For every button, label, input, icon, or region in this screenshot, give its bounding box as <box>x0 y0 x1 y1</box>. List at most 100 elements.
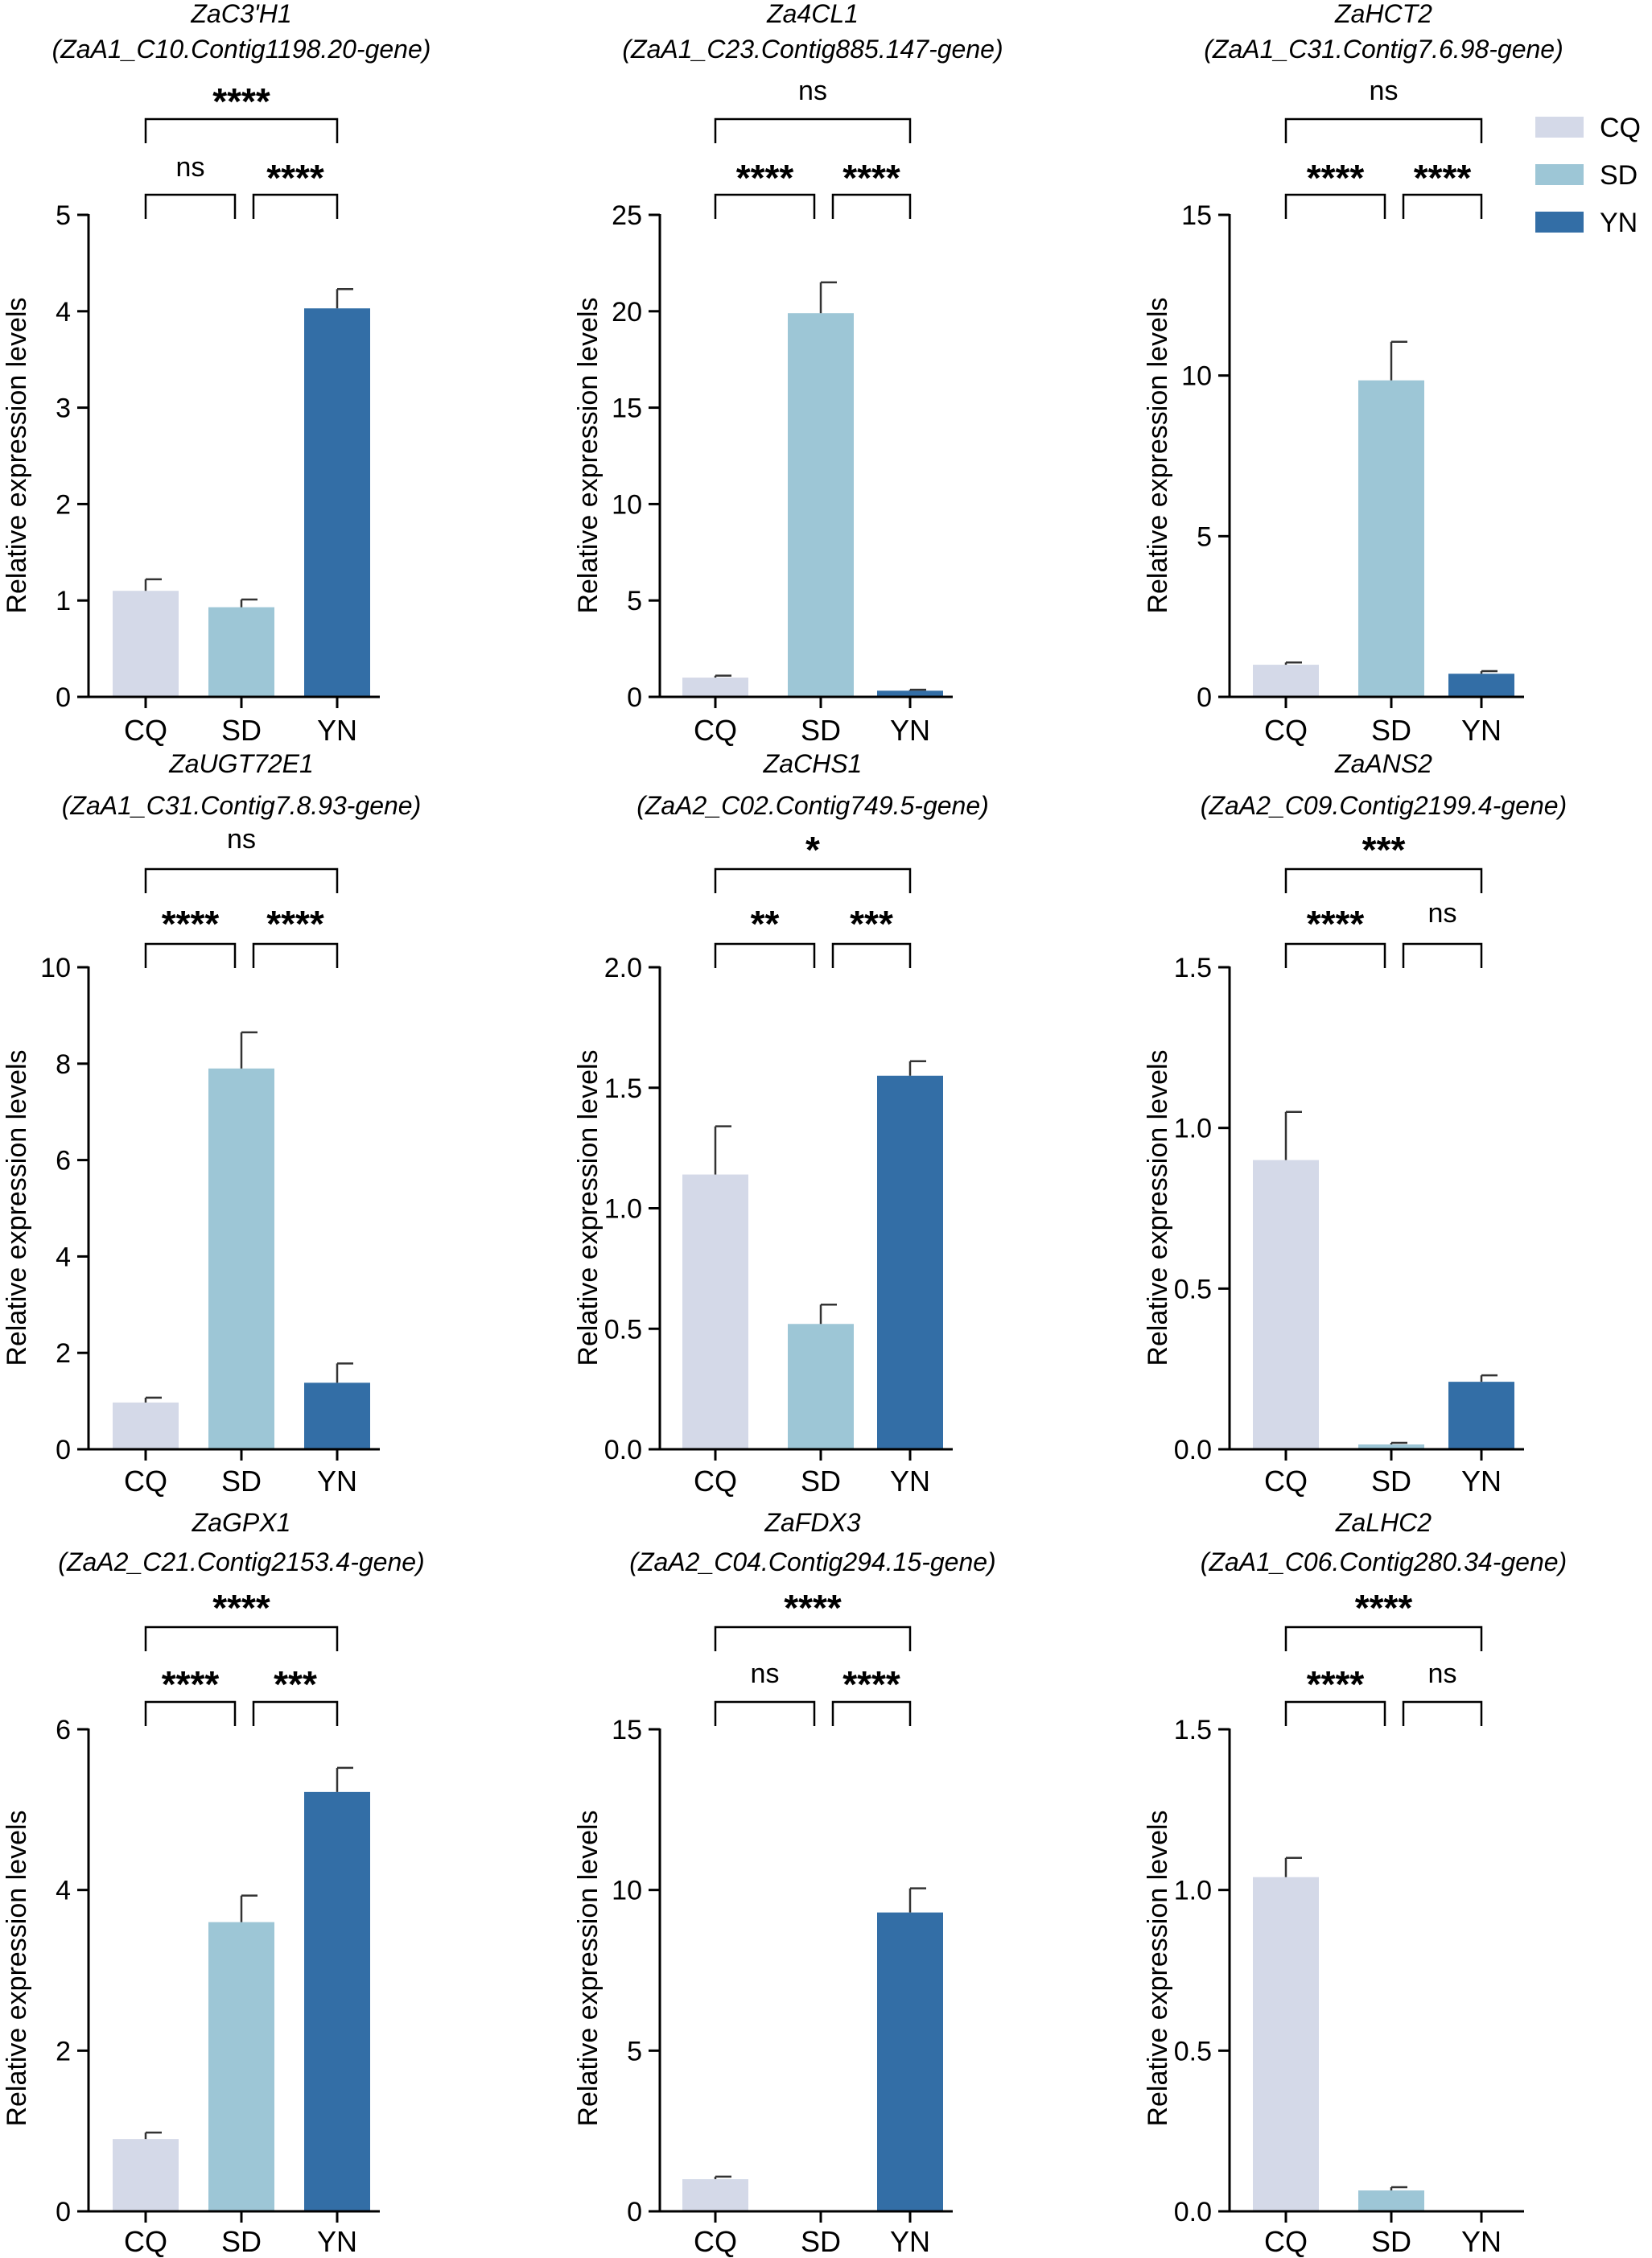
y-tick-label: 10 <box>1181 361 1212 392</box>
y-axis-label: Relative expression levels <box>573 1810 604 2126</box>
y-tick-label: 4 <box>56 297 71 328</box>
y-tick-label: 4 <box>56 1876 71 1906</box>
y-tick-label: 0.5 <box>1174 1274 1212 1304</box>
legend-label-cq: CQ <box>1600 113 1641 143</box>
category-label: SD <box>1371 714 1411 747</box>
y-tick-label: 20 <box>612 297 642 328</box>
significance-bracket <box>1402 193 1483 219</box>
significance-label: ns <box>227 824 256 855</box>
chart-panel-zaugt72e1: ZaUGT72E1 (ZaA1_C31.Contig7.8.93-gene) Rel… <box>2 749 421 1498</box>
chart-panel-zachs1: ZaCHS1 (ZaA2_C02.Contig749.5-gene) Relativ… <box>573 749 989 1498</box>
significance-label: **** <box>162 903 220 945</box>
y-tick-label: 1.5 <box>1174 953 1212 983</box>
y-tick-label: 1.0 <box>1174 1876 1212 1906</box>
significance-label: ns <box>1428 898 1457 929</box>
category-label: YN <box>1461 2225 1502 2258</box>
bar-cq <box>113 1402 179 1449</box>
y-tick-label: 1.5 <box>604 1073 642 1104</box>
y-tick-label: 0.0 <box>1174 1435 1212 1465</box>
significance-label: **** <box>162 1663 220 1705</box>
significance-label: **** <box>266 903 324 945</box>
legend-swatch-sd <box>1535 164 1584 185</box>
category-label: YN <box>317 714 357 747</box>
y-tick-label: 0.0 <box>604 1435 642 1465</box>
legend: CQ SD YN <box>1535 113 1641 238</box>
category-label: CQ <box>1264 2225 1308 2258</box>
significance-bracket <box>1284 193 1386 219</box>
gene-title: ZaUGT72E1 <box>168 749 314 778</box>
chart-panel-zafdx3: ZaFDX3 (ZaA2_C04.Contig294.15-gene) Relati… <box>573 1508 996 2258</box>
significance-bracket <box>1284 1626 1483 1651</box>
significance-label: **** <box>1307 1663 1365 1705</box>
significance-bracket <box>252 942 339 968</box>
legend-swatch-yn <box>1535 212 1584 233</box>
significance-bracket <box>831 942 912 968</box>
gene-id: (ZaA2_C04.Contig294.15-gene) <box>629 1547 995 1576</box>
significance-label: **** <box>212 1587 270 1629</box>
significance-bracket <box>1402 1700 1483 1726</box>
category-label: CQ <box>124 1465 167 1498</box>
bar-yn <box>1448 1382 1514 1449</box>
y-tick-label: 0 <box>627 2197 642 2227</box>
gene-title: ZaHCT2 <box>1334 0 1432 28</box>
category-label: SD <box>1371 1465 1411 1498</box>
y-tick-label: 0.5 <box>1174 2036 1212 2066</box>
chart-panel-zac3h1: ZaC3'H1 (ZaA1_C10.Contig1198.20-gene) Rela… <box>2 0 431 747</box>
bar-yn <box>877 1075 943 1449</box>
y-tick-label: 4 <box>56 1242 71 1272</box>
chart-panel-zagpx1: ZaGPX1 (ZaA2_C21.Contig2153.4-gene) Relati… <box>2 1508 425 2258</box>
bar-sd <box>208 1922 274 2211</box>
significance-bracket <box>714 867 912 893</box>
significance-bracket <box>144 117 339 143</box>
bar-yn <box>877 690 943 697</box>
y-tick-label: 15 <box>1181 200 1212 231</box>
y-tick-label: 2 <box>56 2036 71 2066</box>
significance-bracket <box>1284 117 1483 143</box>
y-axis-label: Relative expression levels <box>2 1810 32 2126</box>
y-tick-label: 15 <box>612 394 642 424</box>
y-tick-label: 1 <box>56 586 71 616</box>
bar-cq <box>682 1174 748 1449</box>
legend-label-sd: SD <box>1600 160 1638 191</box>
chart-panel-zahct2: ZaHCT2 (ZaA1_C31.Contig7.6.98-gene) Relati… <box>1143 0 1563 747</box>
significance-bracket <box>252 193 339 219</box>
bar-sd <box>788 1324 854 1449</box>
y-axis-label: Relative expression levels <box>1143 297 1173 613</box>
significance-label: *** <box>274 1663 317 1705</box>
bar-yn <box>304 1382 370 1449</box>
significance-label: **** <box>1307 157 1365 199</box>
y-tick-label: 25 <box>612 200 642 231</box>
y-tick-label: 0 <box>56 1435 71 1465</box>
bar-cq <box>1253 1160 1319 1449</box>
y-tick-label: 0.5 <box>604 1314 642 1345</box>
gene-id: (ZaA2_C02.Contig749.5-gene) <box>636 791 989 820</box>
category-label: SD <box>801 2225 841 2258</box>
y-tick-label: 0.0 <box>1174 2197 1212 2227</box>
category-label: CQ <box>124 2225 167 2258</box>
category-label: SD <box>801 714 841 747</box>
chart-panel-za4cl1: Za4CL1 (ZaA1_C23.Contig885.147-gene) Relat… <box>573 0 1003 747</box>
gene-id: (ZaA2_C09.Contig2199.4-gene) <box>1201 791 1567 820</box>
significance-bracket <box>831 193 912 219</box>
significance-label: **** <box>1414 157 1472 199</box>
significance-bracket <box>714 1700 816 1726</box>
significance-label: **** <box>736 157 794 199</box>
significance-label: ns <box>751 1658 780 1689</box>
significance-bracket <box>144 1700 237 1726</box>
y-tick-label: 15 <box>612 1715 642 1745</box>
y-tick-label: 0 <box>627 682 642 713</box>
bar-cq <box>113 2139 179 2211</box>
category-label: SD <box>801 1465 841 1498</box>
significance-label: **** <box>1355 1587 1413 1629</box>
significance-bracket <box>252 1700 339 1726</box>
y-axis-label: Relative expression levels <box>573 1049 604 1366</box>
significance-label: *** <box>1362 829 1406 871</box>
significance-label: *** <box>850 903 893 945</box>
significance-label: **** <box>212 80 270 122</box>
bar-cq <box>682 2179 748 2211</box>
significance-label: ns <box>176 152 205 183</box>
gene-id: (ZaA1_C31.Contig7.8.93-gene) <box>62 791 422 820</box>
gene-title: Za4CL1 <box>766 0 859 28</box>
significance-label: ns <box>798 76 827 106</box>
category-label: YN <box>890 2225 930 2258</box>
